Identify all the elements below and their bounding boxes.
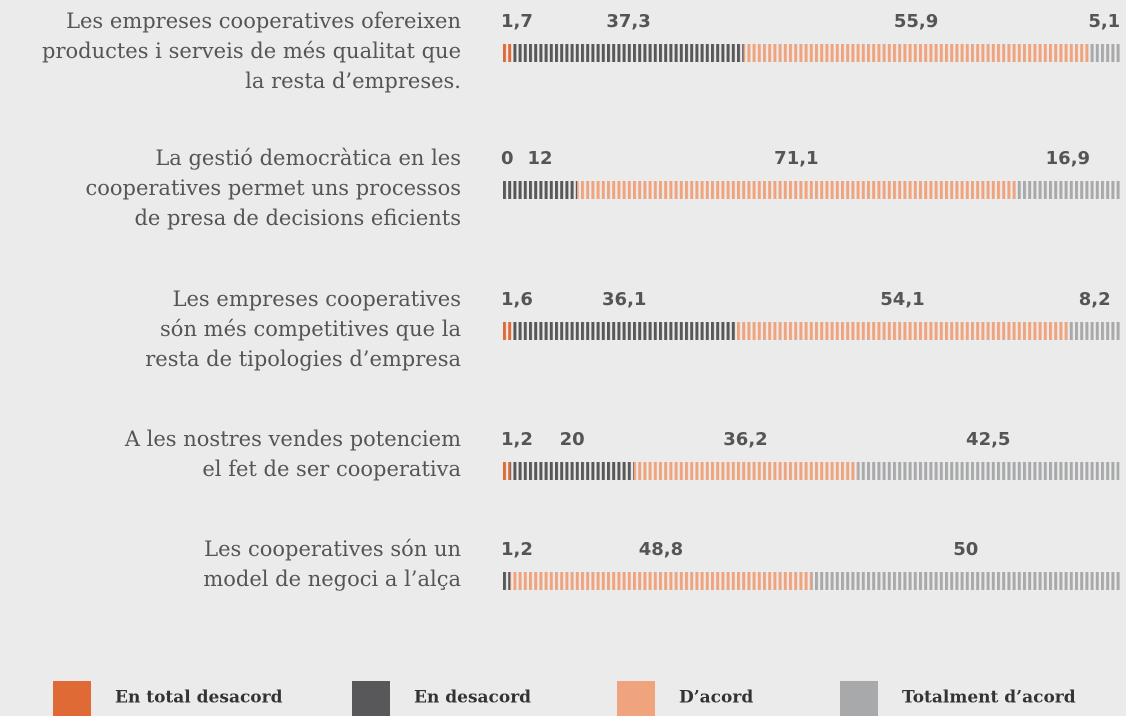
value-label: 16,9 [1046, 148, 1090, 169]
bar-segment [510, 462, 634, 480]
bar-segment [633, 462, 858, 480]
bar-segment [811, 572, 1120, 590]
bar-segment [513, 44, 744, 62]
bar-segment [1015, 181, 1120, 199]
bar-segment [510, 572, 812, 590]
bar-segment [503, 462, 511, 480]
value-label: 36,1 [602, 289, 646, 310]
value-label: 0 [501, 148, 514, 169]
value-label: 1,2 [501, 429, 533, 450]
legend-label: Totalment d’acord [902, 688, 1076, 708]
legend-swatch [53, 681, 91, 716]
value-label: 50 [953, 539, 978, 560]
value-label: 36,2 [723, 429, 767, 450]
value-label: 71,1 [774, 148, 818, 169]
category-label: Les empreses cooperatives són més compet… [145, 287, 461, 371]
value-label: 42,5 [966, 429, 1010, 450]
bar-segment [512, 322, 736, 340]
legend-swatch [617, 681, 655, 716]
bar-segment [1069, 322, 1120, 340]
bar-segment [735, 322, 1070, 340]
category-label: La gestió democràtica en les cooperative… [85, 146, 461, 230]
value-label: 37,3 [606, 11, 650, 32]
bar-segment [857, 462, 1120, 480]
value-label: 54,1 [880, 289, 924, 310]
bar-segment [743, 44, 1089, 62]
value-label: 48,8 [639, 539, 683, 560]
legend-label: D’acord [679, 688, 753, 708]
legend-swatch [840, 681, 878, 716]
value-label: 1,7 [501, 11, 533, 32]
value-label: 5,1 [1088, 11, 1120, 32]
bar-segment [503, 181, 578, 199]
value-label: 55,9 [894, 11, 938, 32]
value-label: 1,6 [501, 289, 533, 310]
legend-label: En total desacord [115, 688, 283, 708]
value-label: 8,2 [1079, 289, 1111, 310]
legend-label: En desacord [414, 688, 531, 708]
category-label: Les empreses cooperatives ofereixen prod… [42, 9, 461, 93]
bar-segment [503, 572, 511, 590]
value-label: 20 [560, 429, 585, 450]
category-label: A les nostres vendes potenciem el fet de… [124, 427, 461, 481]
bar-segment [503, 322, 513, 340]
bar-segment [503, 44, 514, 62]
bar-segment [1088, 44, 1120, 62]
legend-swatch [352, 681, 390, 716]
value-label: 12 [527, 148, 552, 169]
bar-segment [577, 181, 1016, 199]
value-label: 1,2 [501, 539, 533, 560]
category-label: Les cooperatives són un model de negoci … [203, 537, 461, 591]
